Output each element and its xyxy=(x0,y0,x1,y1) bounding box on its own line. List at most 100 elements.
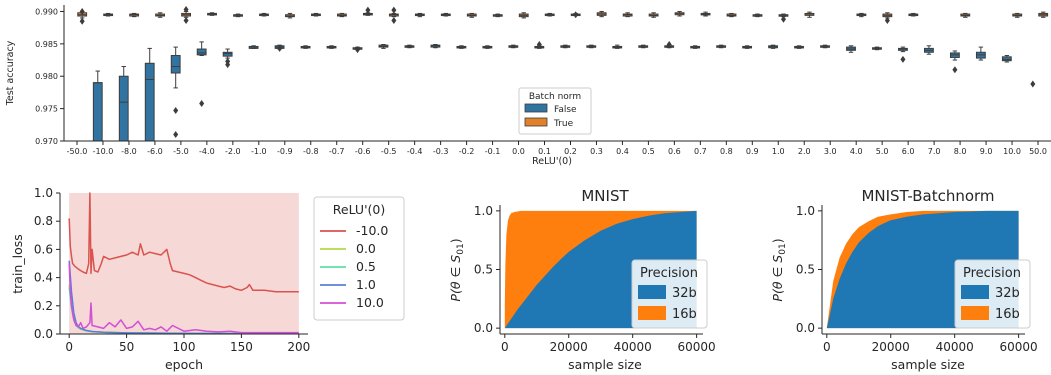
x-tick-label: 60000 xyxy=(678,340,716,354)
x-tick-label: 10.0 xyxy=(1003,147,1021,156)
x-tick-label: 0 xyxy=(501,340,509,354)
box-false--4.0 xyxy=(196,48,207,56)
y-tick-label: 0.970 xyxy=(35,137,58,146)
loss-y-ticks: 0.0 0.2 0.4 0.6 0.8 1.0 xyxy=(34,186,60,341)
boxplot-y-label: Test accuracy xyxy=(5,40,16,106)
x-tick-label: -8.0 xyxy=(121,147,137,156)
y-tick-label: 0.990 xyxy=(35,7,58,16)
mnist-chart: 0.0 0.5 1.0 0 20000 40000 60000 MNIST sample … xyxy=(448,187,716,372)
legend-swatch-false xyxy=(524,103,548,113)
legend-label-false: False xyxy=(554,105,577,115)
outlier-point xyxy=(1030,80,1036,88)
y-tick-label: 0.4 xyxy=(34,271,53,285)
y-tick-label: 0.0 xyxy=(474,321,493,335)
outlier-point xyxy=(173,131,179,139)
y-tick-label: 0.6 xyxy=(34,242,53,256)
y-tick-label: 0.975 xyxy=(35,105,58,114)
mnist-legend-title: Precision xyxy=(640,266,698,281)
x-tick-label: 0.3 xyxy=(590,147,603,156)
legend-label-1.0: 1.0 xyxy=(356,277,376,292)
x-tick-label: -0.6 xyxy=(355,147,371,156)
x-tick-label: -0.1 xyxy=(485,147,501,156)
x-tick-label: 0.6 xyxy=(668,147,681,156)
loss-line-1.0 xyxy=(68,260,299,335)
x-tick-label: -2.0 xyxy=(225,147,241,156)
batchnorm-title: MNIST-Batchnorm xyxy=(861,187,994,205)
mnist-legend-swatch-32b xyxy=(638,285,666,299)
x-tick-label: -10.0 xyxy=(93,147,114,156)
y-tick-label: 0.985 xyxy=(35,40,58,49)
x-tick-label: -0.3 xyxy=(433,147,449,156)
batchnorm-legend-title: Precision xyxy=(963,266,1021,281)
x-tick-label: 50.0 xyxy=(1029,147,1047,156)
loss-line-10.0 xyxy=(68,263,299,334)
y-tick-label: 1.0 xyxy=(796,204,815,218)
legend-swatch-true xyxy=(524,117,548,127)
box-false--10.0 xyxy=(92,82,103,142)
x-tick-label: -0.7 xyxy=(329,147,345,156)
box-false--2.0 xyxy=(222,51,233,57)
legend-label-10.0: 10.0 xyxy=(356,295,384,310)
x-tick-label: 20000 xyxy=(550,340,588,354)
x-tick-label: 0 xyxy=(65,340,73,354)
batchnorm-legend-label-16b: 16b xyxy=(995,307,1020,322)
batchnorm-legend-label-32b: 32b xyxy=(995,286,1020,301)
box-false--6.0 xyxy=(144,62,155,142)
y-tick-label: 0.0 xyxy=(796,321,815,335)
y-tick-label: 0.5 xyxy=(474,263,493,277)
batchnorm-y-label-main: P(θ ∈ S xyxy=(770,255,785,302)
outlier-point xyxy=(536,41,542,49)
outlier-point xyxy=(225,57,231,65)
outlier-point xyxy=(952,66,958,74)
x-tick-label: 100 xyxy=(173,340,196,354)
training-region-shade xyxy=(69,193,299,334)
loss-y-label: train_loss xyxy=(10,234,25,294)
mnist-y-label-close: ) xyxy=(448,238,463,243)
x-tick-label: -0.4 xyxy=(407,147,423,156)
y-tick-label: 0.0 xyxy=(34,327,53,341)
x-tick-label: 1.0 xyxy=(772,147,785,156)
mnist-legend-label-16b: 16b xyxy=(672,307,697,322)
box-false-10.0 xyxy=(1001,56,1012,62)
x-tick-label: 0 xyxy=(823,340,831,354)
x-tick-label: -50.0 xyxy=(67,147,88,156)
batchnorm-y-label-close: ) xyxy=(770,238,785,243)
outlier-point xyxy=(666,41,672,49)
x-tick-label: 0.4 xyxy=(616,147,629,156)
outlier-point xyxy=(391,6,397,14)
legend-label--10.0: -10.0 xyxy=(356,223,388,238)
boxplot-x-ticks: -50.0 -10.0 -8.0 -6.0 -5.0 -4.0 -2.0 -1.0 -0.9 -0… xyxy=(67,141,1047,156)
x-tick-label: -0.5 xyxy=(381,147,397,156)
y-tick-label: 0.2 xyxy=(34,299,53,313)
batchnorm-x-ticks: 0 20000 40000 60000 xyxy=(823,334,1038,354)
x-tick-label: 5.0 xyxy=(876,147,889,156)
x-tick-label: 40000 xyxy=(936,340,974,354)
x-tick-label: 2.0 xyxy=(798,147,811,156)
batchnorm-y-label-sub: 01 xyxy=(778,243,788,254)
boxplot-y-ticks: 0.970 0.975 0.980 0.985 0.990 xyxy=(35,7,64,146)
legend-label-0.5: 0.5 xyxy=(356,259,376,274)
boxplot-legend: Batch norm False True xyxy=(518,87,592,135)
loss-line--10.0 xyxy=(68,192,299,293)
x-tick-label: -5.0 xyxy=(173,147,189,156)
batchnorm-x-label: sample size xyxy=(891,357,965,372)
x-tick-label: -0.2 xyxy=(459,147,475,156)
y-tick-label: 1.0 xyxy=(474,204,493,218)
x-tick-label: 150 xyxy=(230,340,253,354)
mnist-batchnorm-chart: 0.0 0.5 1.0 0 20000 40000 60000 MNIST-Batchno… xyxy=(770,187,1038,372)
x-tick-label: 60000 xyxy=(1000,340,1038,354)
x-tick-label: 9.0 xyxy=(980,147,993,156)
x-tick-label: -0.8 xyxy=(303,147,319,156)
batchnorm-y-ticks: 0.0 0.5 1.0 xyxy=(796,204,822,335)
mnist-y-label: P(θ ∈ S01) xyxy=(448,238,466,301)
train-loss-lines xyxy=(68,192,299,335)
x-tick-label: 0.7 xyxy=(694,147,707,156)
loss-legend-frame xyxy=(313,196,405,321)
box-false--8.0 xyxy=(118,75,129,142)
train-loss-chart: 0.0 0.2 0.4 0.6 0.8 1.0 0 50 100 150 200 train_lo… xyxy=(10,186,405,372)
boxplot-x-label: ReLU'(0) xyxy=(532,156,572,167)
box-false--5.0 xyxy=(170,55,181,74)
legend-label-0.0: 0.0 xyxy=(356,241,376,256)
y-tick-label: 0.5 xyxy=(796,263,815,277)
